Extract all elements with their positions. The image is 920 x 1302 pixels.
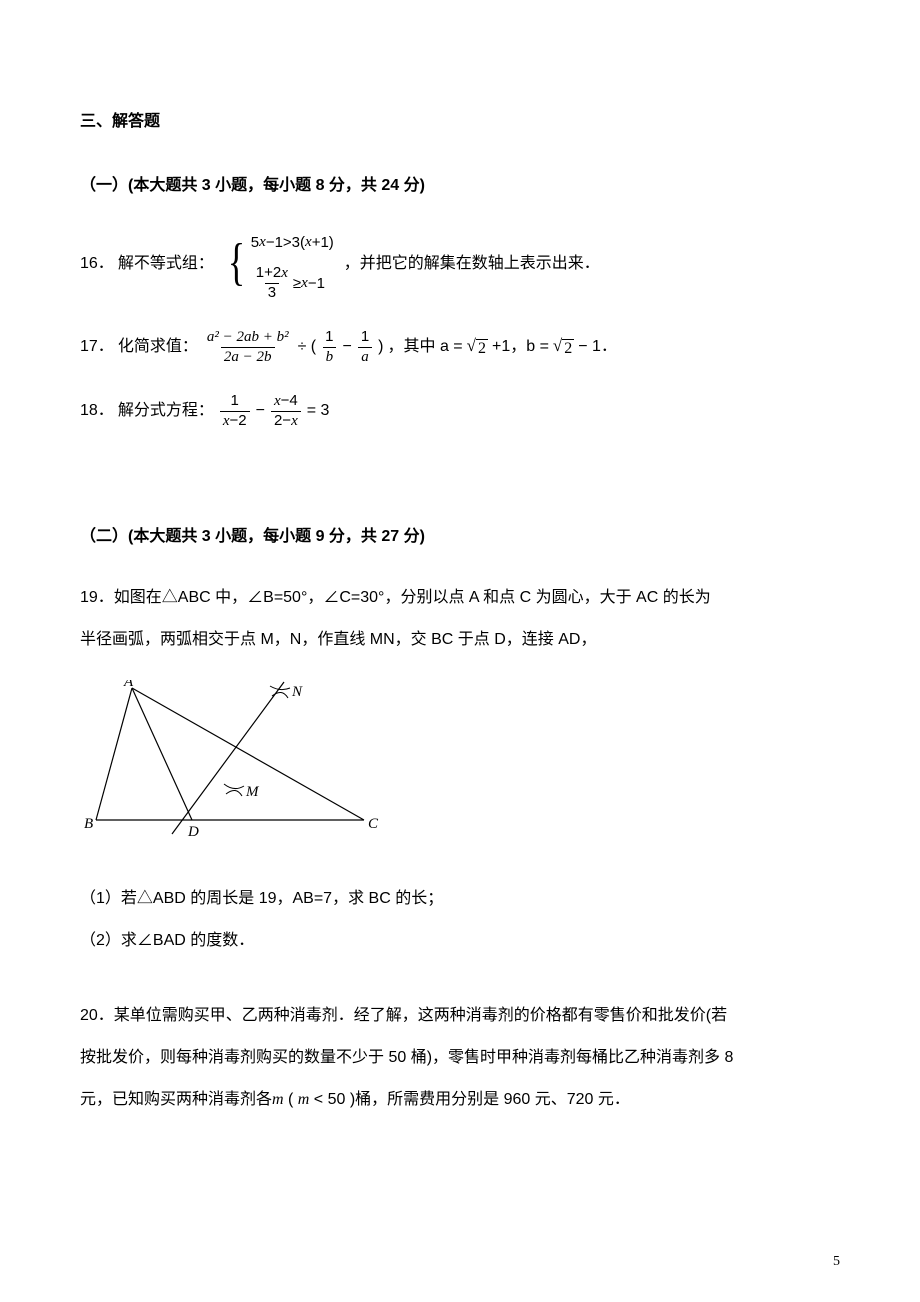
var: x [281,265,288,281]
open-paren: ( [284,1091,298,1108]
inequality-2: 1+2x 3 ≥ x−1 [251,265,334,301]
text: −4 [281,392,298,409]
line-ac [132,688,364,820]
fraction-1: a² − 2ab + b² 2a − 2b [204,329,292,365]
text: 5 [251,226,259,259]
operator: ≥ [293,267,301,300]
problem-number: 17． [80,329,114,364]
fraction-1: 1 x−2 [220,393,250,429]
problem-20-line2: 按批发价，则每种消毒剂购买的数量不少于 50 桶)，零售时甲种消毒剂每桶比乙种消… [80,1037,840,1079]
radicand: 2 [476,339,488,358]
text: 桶，所需费用分别是 960 元、720 元． [355,1091,630,1108]
numerator: 1 [322,329,336,347]
label-m: M [245,784,260,800]
line-mn [172,682,284,834]
subsection-2-heading: （二）(本大题共 3 小题，每小题 9 分，共 27 分) [80,525,840,549]
problem-19-figure: A B C D N M [84,680,840,848]
text: −1 [308,267,325,300]
var-m: m [298,1091,310,1108]
text: 元，已知购买两种消毒剂各 [80,1091,272,1108]
problem-lead: 解不等式组： [118,246,214,281]
numerator: 1 [228,393,242,411]
fraction-2: 1 b [322,329,336,365]
label-b: B [84,816,93,832]
text: − 1． [578,329,617,364]
problem-tail: ，并把它的解集在数轴上表示出来． [344,246,600,281]
problem-lead: 化简求值： [118,329,198,364]
fraction-2: x−4 2−x [271,393,301,429]
label-a: A [123,680,134,690]
inequality-1: 5x−1>3(x+1) [251,226,334,259]
text: −1>3( [266,226,305,259]
radicand: 2 [562,339,574,358]
problem-number: 16． [80,246,114,281]
var: x [259,226,266,259]
problem-20-line3: 元，已知购买两种消毒剂各m ( m < 50 )桶，所需费用分别是 960 元、… [80,1079,840,1121]
problem-17: 17． 化简求值： a² − 2ab + b² 2a − 2b ÷ ( 1 b … [80,329,840,365]
problem-19-q1: （1）若△ABD 的周长是 19，AB=7，求 BC 的长； [80,878,840,920]
text: = 3 [307,393,330,428]
problem-19-q2: （2）求∠BAD 的度数． [80,920,840,962]
text: 2− [274,412,291,429]
var-m: m [272,1091,284,1108]
brace-icon: { [228,240,245,287]
text: ，其中 a = [388,329,463,364]
line-ab [96,688,132,820]
subsection-1-heading: （一）(本大题共 3 小题，每小题 8 分，共 24 分) [80,174,840,198]
problem-lead: 解分式方程： [118,393,214,428]
var: x [305,226,312,259]
sqrt-2: √2 [553,337,574,358]
fraction-3: 1 a [358,329,372,365]
operator: − [256,393,265,428]
problem-19-line2: 半径画弧，两弧相交于点 M，N，作直线 MN，交 BC 于点 D，连接 AD， [80,619,840,661]
arc-tick-m [224,784,244,789]
label-d: D [187,824,199,840]
sqrt-1: √2 [467,337,488,358]
text: 3 [265,283,279,302]
numerator: 1 [358,329,372,347]
denominator: b [323,347,337,366]
text: +1) [312,226,334,259]
var: x [223,413,230,429]
operator: − [342,329,351,364]
numerator: a² − 2ab + b² [204,329,292,347]
problem-20-line1: 20．某单位需购买甲、乙两种消毒剂．经了解，这两种消毒剂的价格都有零售价和批发价… [80,995,840,1037]
problem-19-line1: 19．如图在△ABC 中，∠B=50°，∠C=30°，分别以点 A 和点 C 为… [80,577,840,619]
var: x [301,267,308,300]
page-number: 5 [833,1251,840,1272]
operator: ÷ ( [298,329,317,364]
label-c: C [368,816,379,832]
section-heading: 三、解答题 [80,110,840,134]
problem-18: 18． 解分式方程： 1 x−2 − x−4 2−x = 3 [80,393,840,429]
line-ad [132,688,192,820]
fraction: 1+2x 3 [253,265,291,301]
denominator: a [358,347,372,366]
text: < 50 [309,1091,345,1108]
text: +1，b = [492,329,549,364]
var: x [291,413,298,429]
equation-system: { 5x−1>3(x+1) 1+2x 3 ≥ x−1 [224,226,334,301]
text: −2 [230,412,247,429]
label-n: N [291,684,303,700]
triangle-diagram: A B C D N M [84,680,384,840]
problem-16: 16． 解不等式组： { 5x−1>3(x+1) 1+2x 3 ≥ x−1 ，并… [80,226,840,301]
denominator: 2a − 2b [221,347,275,366]
text: 1+2 [256,264,281,281]
arc-tick-m2 [226,791,242,797]
close-paren: ) [378,329,383,364]
close-paren: ) [345,1091,355,1108]
problem-number: 18． [80,393,114,428]
var: x [274,393,281,409]
